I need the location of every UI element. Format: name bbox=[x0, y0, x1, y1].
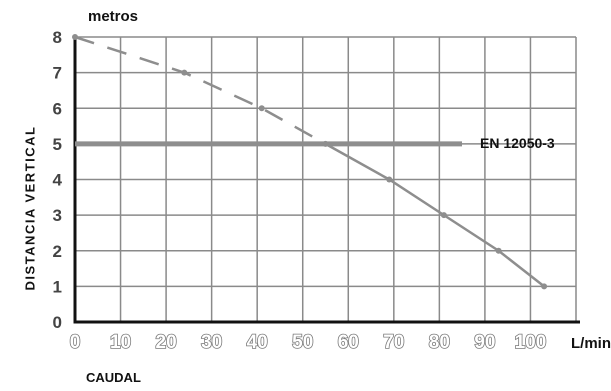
y-tick-label: 2 bbox=[53, 242, 62, 261]
reference-line-label: EN 12050-3 bbox=[480, 135, 555, 151]
y-tick-label: 1 bbox=[53, 277, 62, 296]
data-point bbox=[495, 247, 502, 254]
y-axis-title: DISTANCIA VERTICAL bbox=[22, 125, 38, 291]
x-tick-label: 40 bbox=[247, 332, 268, 353]
series-line-dashed bbox=[74, 35, 327, 145]
y-tick-label: 4 bbox=[53, 171, 63, 190]
y-unit-label: metros bbox=[88, 8, 139, 25]
x-tick-label: 0 bbox=[70, 332, 81, 353]
x-tick-label: 80 bbox=[429, 332, 450, 353]
data-point bbox=[258, 105, 265, 112]
y-tick-label: 7 bbox=[53, 64, 62, 83]
x-tick-label: 90 bbox=[474, 332, 495, 353]
series-group bbox=[72, 34, 548, 290]
x-tick-label: 20 bbox=[156, 332, 177, 353]
x-tick-labels: 0 10 20 30 40 50 60 70 80 90 100 bbox=[69, 331, 547, 354]
x-tick-label: 70 bbox=[383, 332, 404, 353]
data-point bbox=[440, 212, 447, 219]
data-point bbox=[541, 283, 548, 290]
y-tick-labels: 0 1 2 3 4 5 6 7 8 bbox=[53, 28, 63, 332]
x-unit-label: L/min bbox=[571, 335, 611, 352]
data-point bbox=[181, 69, 188, 76]
x-tick-label: 60 bbox=[338, 332, 359, 353]
x-tick-label: 100 bbox=[515, 332, 547, 353]
data-point bbox=[72, 34, 78, 40]
x-tick-label: 50 bbox=[292, 332, 313, 353]
y-tick-label: 6 bbox=[53, 99, 62, 118]
data-point bbox=[386, 176, 393, 183]
y-tick-label: 8 bbox=[53, 28, 62, 47]
y-tick-label: 0 bbox=[53, 313, 62, 332]
grid bbox=[74, 36, 577, 322]
axes bbox=[73, 35, 580, 324]
y-tick-label: 3 bbox=[53, 206, 62, 225]
x-tick-label: 10 bbox=[110, 332, 131, 353]
x-axis-title: CAUDAL bbox=[86, 370, 141, 385]
x-tick-label: 30 bbox=[201, 332, 222, 353]
data-point bbox=[322, 140, 329, 147]
y-tick-label: 5 bbox=[53, 135, 62, 154]
